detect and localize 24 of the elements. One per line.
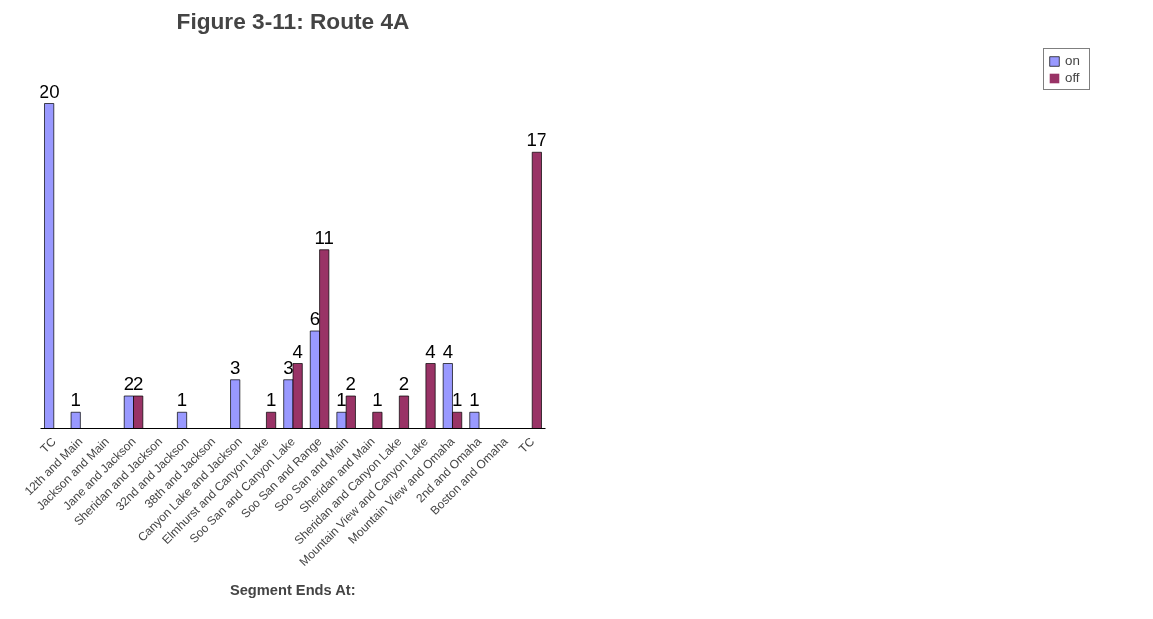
x-tick-label: TC	[515, 434, 538, 456]
legend-label: on	[1065, 53, 1081, 68]
data-label: 1	[469, 389, 480, 411]
data-label: 1	[451, 389, 463, 411]
data-label: 4	[442, 340, 454, 362]
data-label: 20	[38, 80, 60, 102]
x-axis-title: Segment Ends At:	[229, 581, 356, 598]
data-label: 11	[314, 226, 334, 248]
legend-label: off	[1065, 70, 1081, 85]
data-label: 4	[292, 340, 303, 362]
data-label: 3	[230, 356, 241, 378]
data-label: 1	[336, 389, 347, 411]
data-label: 3	[283, 356, 294, 378]
data-label: 1	[265, 389, 277, 411]
data-label: 17	[526, 129, 548, 151]
chart-title: Figure 3-11: Route 4A	[176, 7, 410, 34]
data-label: 1	[70, 389, 81, 411]
data-label: 1	[176, 389, 188, 411]
data-label: 4	[425, 340, 436, 362]
data-label: 2	[345, 373, 357, 394]
data-label: 1	[372, 389, 383, 411]
data-label: 2	[398, 373, 410, 394]
data-label: 2	[123, 373, 135, 394]
x-tick-label: TC	[37, 434, 59, 456]
